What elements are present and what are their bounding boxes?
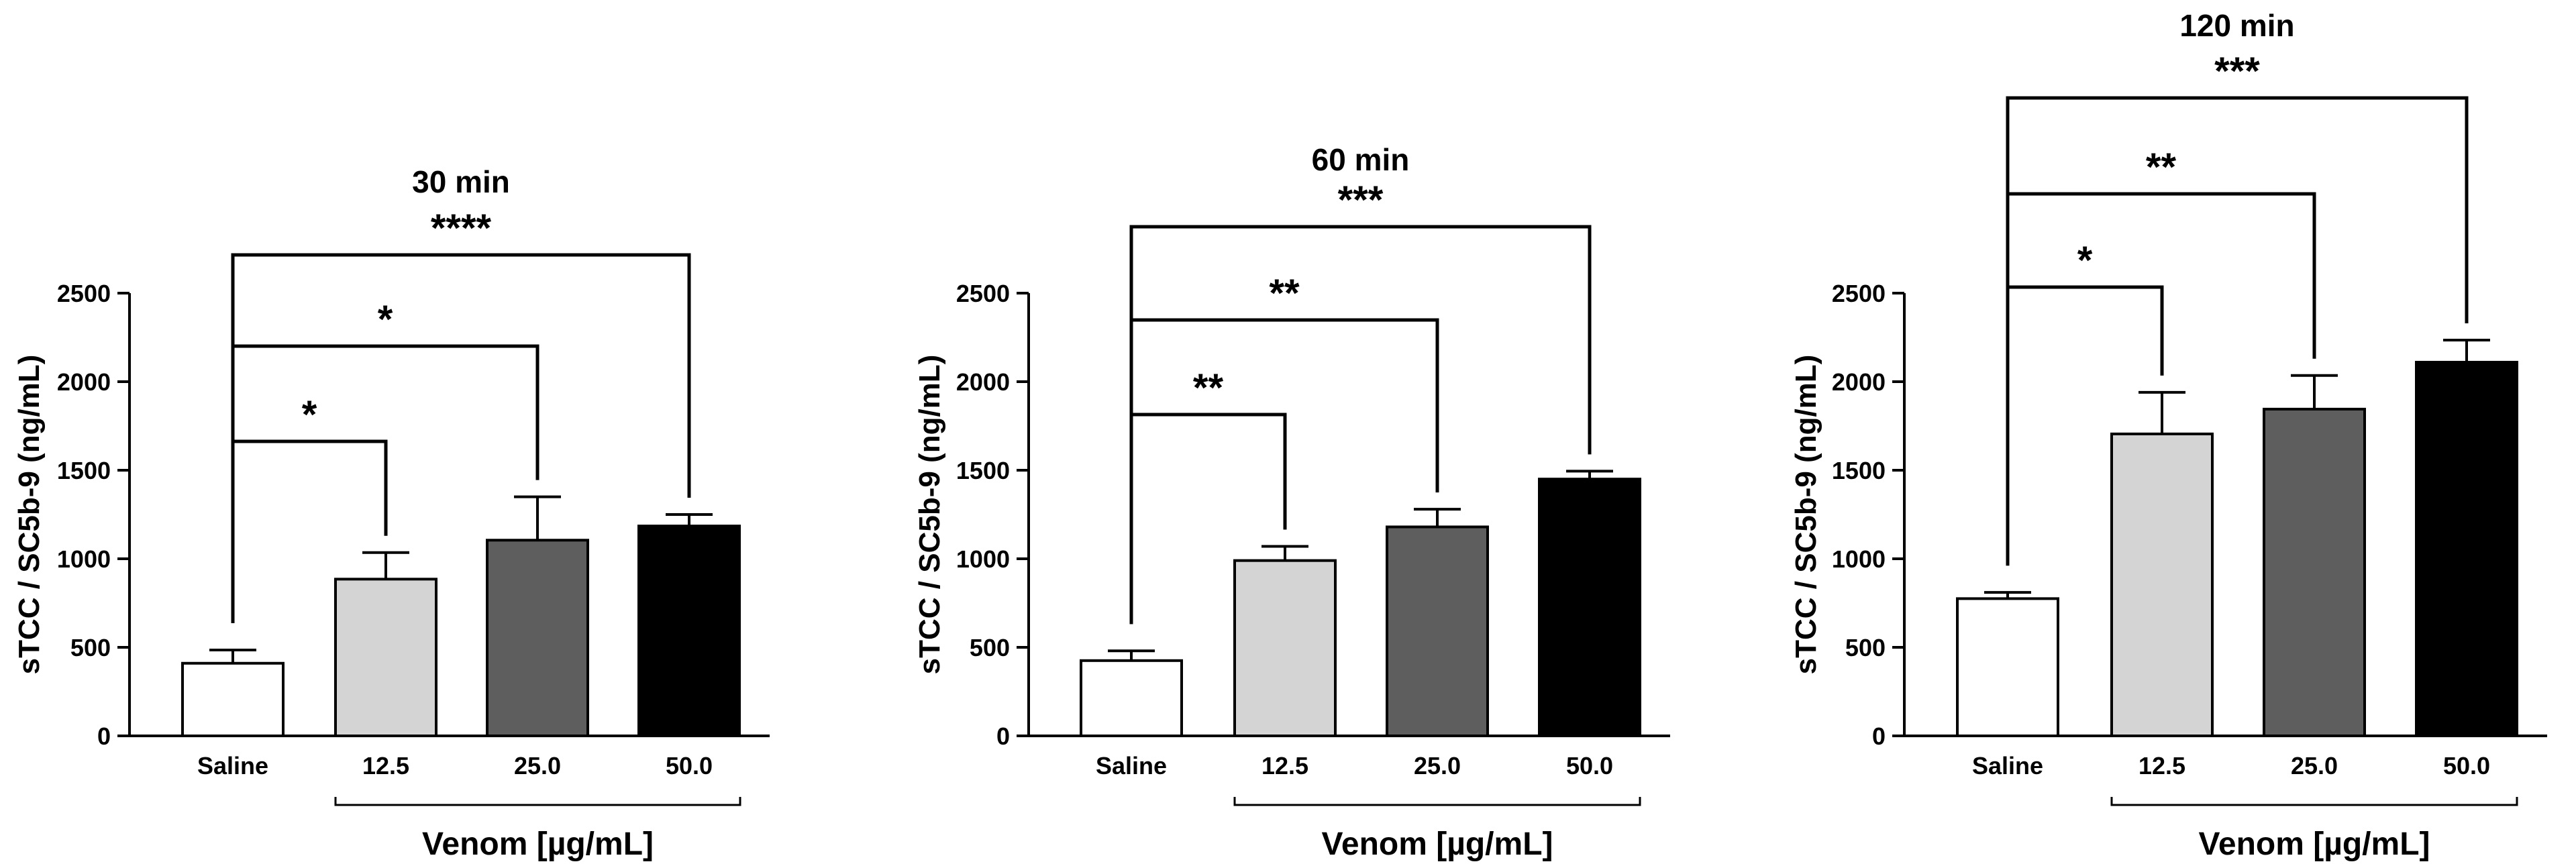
y-tick-label: 2000	[1832, 368, 1886, 396]
significance-label-2: ***	[1338, 178, 1384, 222]
y-tick-label: 0	[97, 722, 111, 750]
x-tick-label: 12.5	[1261, 752, 1308, 779]
x-tick-label: Saline	[1972, 752, 2043, 779]
y-tick-label: 500	[70, 634, 111, 661]
bar-1	[2110, 432, 2214, 737]
x-tick-label: Saline	[1096, 752, 1167, 779]
y-tick-label: 1500	[956, 457, 1010, 484]
significance-label-1: **	[2146, 146, 2177, 189]
bar-3	[637, 525, 741, 737]
y-tick-label: 0	[996, 722, 1010, 750]
bar-1	[1233, 559, 1337, 737]
y-tick-label: 1000	[956, 545, 1010, 573]
y-tick-label: 1000	[1832, 545, 1886, 573]
venom-group-bracket	[1233, 797, 1641, 806]
y-tick-label: 1500	[57, 457, 111, 484]
significance-bracket-2	[231, 253, 691, 623]
x-tick-label: 25.0	[2291, 752, 2338, 779]
significance-label-1: *	[378, 298, 393, 341]
y-tick-label: 0	[1872, 722, 1886, 750]
bar-0	[1956, 597, 2059, 738]
y-tick-label: 2500	[956, 280, 1010, 307]
y-axis-label: sTCC / SC5b-9 (ng/mL)	[913, 355, 946, 675]
y-tick-label: 2500	[1832, 280, 1886, 307]
x-axis-label: Venom [µg/mL]	[1322, 826, 1553, 862]
y-tick-label: 500	[1845, 634, 1886, 661]
y-tick-label: 2500	[57, 280, 111, 307]
y-axis-label: sTCC / SC5b-9 (ng/mL)	[13, 355, 46, 675]
bar-0	[1080, 659, 1183, 737]
chart-title: 60 min	[1312, 142, 1410, 177]
y-tick-label: 1000	[57, 545, 111, 573]
y-tick-label: 2000	[57, 368, 111, 396]
bar-3	[2415, 360, 2518, 737]
x-tick-label: 25.0	[514, 752, 561, 779]
significance-label-0: **	[1193, 366, 1224, 410]
bar-3	[1538, 478, 1641, 737]
y-tick-label: 500	[970, 634, 1010, 661]
y-axis-label: sTCC / SC5b-9 (ng/mL)	[1790, 355, 1822, 675]
y-tick-label: 1500	[1832, 457, 1886, 484]
panel-120min: 120 min 0 500 1000 1500 2000 2500 sTCC / SC5b-9…	[1790, 8, 2547, 862]
significance-label-1: **	[1269, 272, 1300, 315]
x-tick-label: 25.0	[1414, 752, 1461, 779]
x-tick-label: 50.0	[666, 752, 713, 779]
significance-label-2: ***	[2214, 50, 2260, 93]
x-tick-label: 12.5	[362, 752, 409, 779]
venom-group-bracket	[2110, 797, 2518, 806]
significance-label-0: *	[2077, 239, 2093, 282]
x-axis-label: Venom [µg/mL]	[2199, 826, 2430, 862]
x-axis-label: Venom [µg/mL]	[422, 826, 654, 862]
y-tick-label: 2000	[956, 368, 1010, 396]
x-tick-label: 50.0	[2443, 752, 2490, 779]
bar-2	[486, 539, 589, 738]
bar-2	[1386, 525, 1489, 737]
significance-bracket-2	[2006, 96, 2469, 566]
panel-30min: 30 min 0 500 1000 1500 2000 2500 sTCC / SC5b-9 …	[13, 164, 770, 862]
bar-2	[2263, 407, 2366, 737]
significance-label-2: ****	[431, 207, 492, 250]
x-tick-label: 50.0	[1566, 752, 1613, 779]
bar-1	[334, 578, 437, 737]
chart-title: 30 min	[412, 164, 510, 199]
bar-0	[181, 661, 285, 738]
x-tick-label: 12.5	[2139, 752, 2185, 779]
venom-group-bracket	[334, 797, 741, 806]
significance-bracket-2	[1129, 225, 1592, 625]
significance-label-0: *	[302, 393, 317, 437]
chart-title: 120 min	[2179, 8, 2294, 43]
panel-60min: 60 min 0 500 1000 1500 2000 2500 sTCC / SC5b-9 …	[913, 142, 1670, 862]
x-tick-label: Saline	[197, 752, 268, 779]
